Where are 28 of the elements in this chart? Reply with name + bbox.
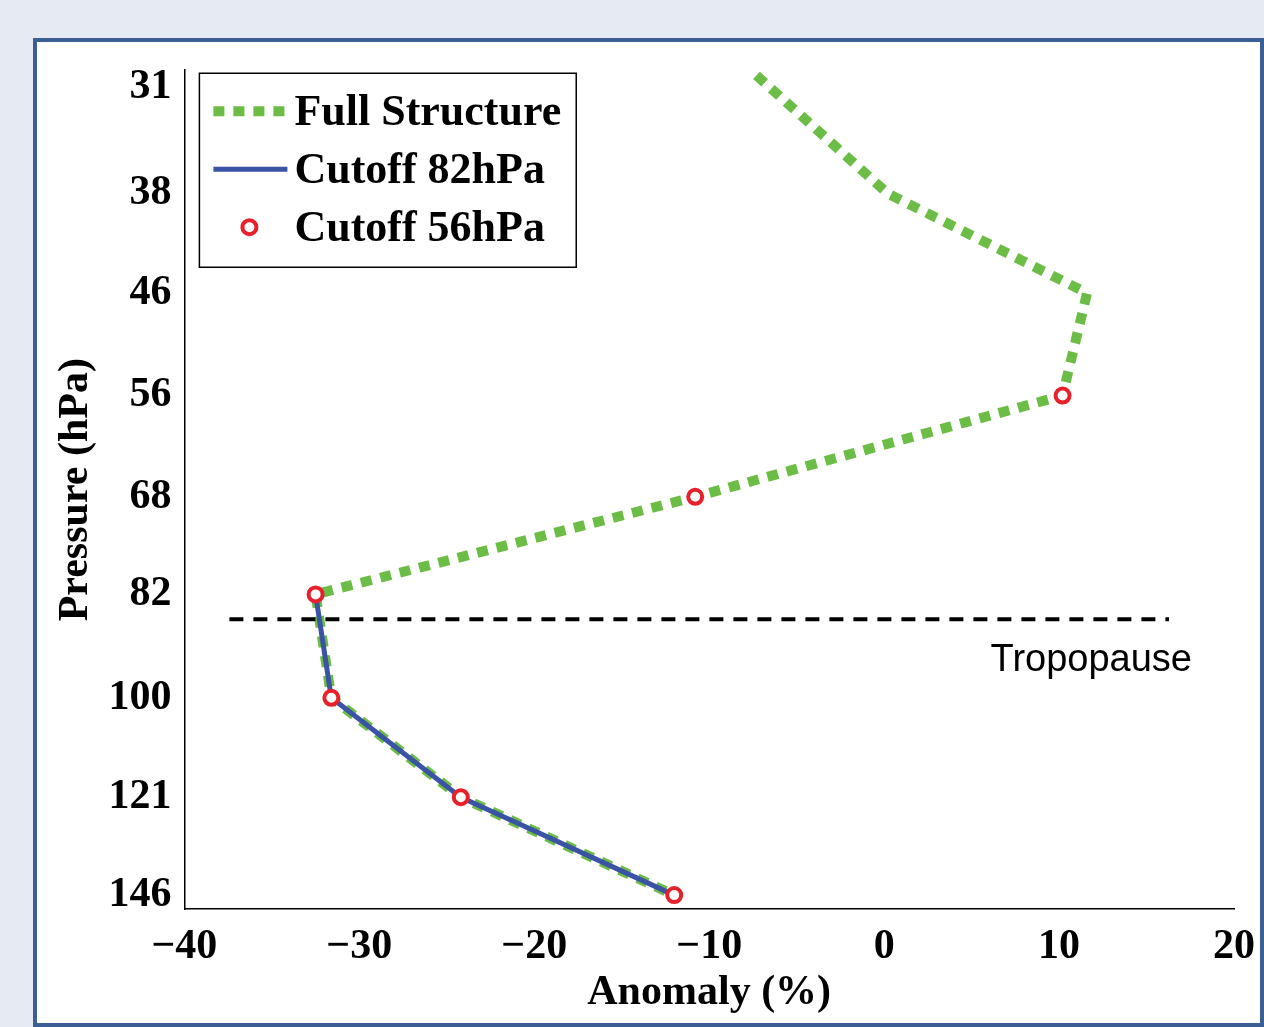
legend-label: Cutoff 82hPa — [294, 143, 545, 193]
y-tick-label: 46 — [129, 266, 172, 313]
y-axis-title: Pressure (hPa) — [50, 358, 98, 622]
x-tick-label: 0 — [873, 921, 895, 968]
point — [451, 788, 470, 807]
x-tick-label: 10 — [1038, 921, 1081, 968]
point — [686, 487, 705, 506]
legend-label: Full Structure — [294, 85, 562, 135]
point — [1053, 386, 1072, 405]
x-tick-label: 20 — [1213, 921, 1255, 968]
x-tick-label: −20 — [501, 921, 568, 968]
x-tick-label: −30 — [326, 921, 393, 968]
x-axis-title: Anomaly (%) — [587, 966, 832, 1014]
y-tick-label: 56 — [129, 369, 172, 416]
ref-line-label: Tropopause — [990, 636, 1192, 679]
point — [665, 886, 684, 905]
y-tick-label: 121 — [108, 771, 172, 818]
legend-label: Cutoff 56hPa — [294, 201, 545, 251]
point — [322, 688, 341, 707]
point — [306, 585, 325, 604]
y-tick-label: 31 — [129, 61, 172, 108]
y-tick-label: 68 — [129, 470, 172, 517]
y-tick-label: 146 — [108, 868, 172, 915]
y-tick-label: 100 — [108, 671, 172, 718]
x-tick-label: −10 — [676, 921, 743, 968]
y-tick-label: 82 — [129, 568, 172, 615]
x-tick-label: −40 — [151, 921, 218, 968]
y-tick-label: 38 — [129, 167, 172, 214]
